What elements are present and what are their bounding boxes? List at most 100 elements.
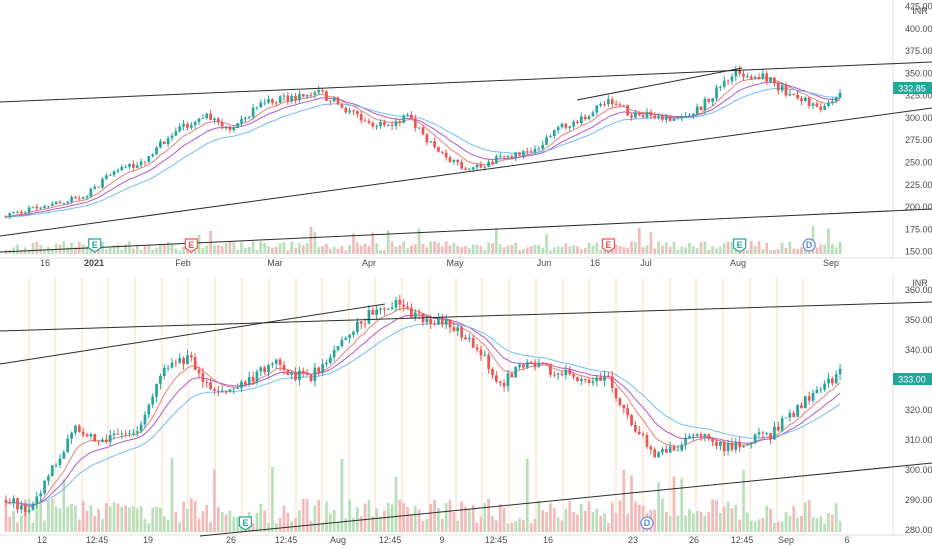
candle[interactable] <box>514 152 518 162</box>
candle[interactable] <box>583 378 587 383</box>
candle[interactable] <box>661 113 664 122</box>
candle[interactable] <box>255 369 259 385</box>
candle[interactable] <box>502 379 506 392</box>
candle[interactable] <box>70 195 73 204</box>
candle[interactable] <box>31 206 35 209</box>
candle[interactable] <box>151 393 155 409</box>
candle[interactable] <box>467 333 471 343</box>
candle[interactable] <box>645 108 649 119</box>
candle[interactable] <box>564 364 568 380</box>
candle[interactable] <box>607 371 610 378</box>
candle[interactable] <box>637 112 641 117</box>
candle[interactable] <box>440 313 444 328</box>
candle[interactable] <box>413 308 417 322</box>
candle[interactable] <box>800 95 803 106</box>
candle[interactable] <box>827 372 830 388</box>
candle[interactable] <box>645 432 649 450</box>
candle[interactable] <box>85 194 89 200</box>
candle[interactable] <box>695 103 699 117</box>
candle[interactable] <box>676 116 680 120</box>
candle[interactable] <box>116 168 120 174</box>
candle[interactable] <box>81 196 85 200</box>
candle[interactable] <box>815 100 819 108</box>
candle[interactable] <box>711 97 714 106</box>
candle[interactable] <box>282 361 286 375</box>
candle[interactable] <box>263 365 267 376</box>
candle[interactable] <box>151 153 155 158</box>
last-price-tag[interactable]: 332.85 <box>893 82 932 94</box>
candle[interactable] <box>4 495 8 507</box>
candle[interactable] <box>317 366 321 377</box>
candle[interactable] <box>487 352 491 374</box>
candle[interactable] <box>753 433 757 445</box>
candle[interactable] <box>796 90 799 100</box>
intraday-chart-pane[interactable]: 280.00290.00300.00310.00320.00330.00340.… <box>0 274 932 545</box>
candle[interactable] <box>560 370 564 377</box>
candle[interactable] <box>47 205 50 209</box>
candle[interactable] <box>375 305 379 321</box>
candle[interactable] <box>197 117 201 126</box>
trendline[interactable] <box>199 462 932 537</box>
candle[interactable] <box>85 432 89 437</box>
candle[interactable] <box>363 117 367 122</box>
candle[interactable] <box>259 365 263 377</box>
candle[interactable] <box>618 397 622 407</box>
candle[interactable] <box>688 433 691 440</box>
candle[interactable] <box>50 465 54 477</box>
candle[interactable] <box>359 320 363 330</box>
candle[interactable] <box>545 362 548 367</box>
candle[interactable] <box>62 449 66 460</box>
candle[interactable] <box>278 357 282 371</box>
candle[interactable] <box>232 125 236 133</box>
candle[interactable] <box>738 436 742 452</box>
candle[interactable] <box>301 94 305 98</box>
candle[interactable] <box>807 97 811 109</box>
candle[interactable] <box>460 325 463 341</box>
candle[interactable] <box>193 353 197 371</box>
candle[interactable] <box>626 104 630 116</box>
candle[interactable] <box>286 370 290 376</box>
candle[interactable] <box>186 121 189 131</box>
candle[interactable] <box>371 307 375 315</box>
candle[interactable] <box>657 451 660 458</box>
candle[interactable] <box>305 369 309 376</box>
candle[interactable] <box>541 140 545 151</box>
trendline[interactable] <box>0 301 932 332</box>
candle[interactable] <box>298 366 301 386</box>
candle[interactable] <box>452 322 456 333</box>
candle[interactable] <box>440 151 444 155</box>
candle[interactable] <box>479 161 483 169</box>
candle[interactable] <box>120 430 124 440</box>
candle[interactable] <box>135 426 139 437</box>
candle[interactable] <box>684 433 687 451</box>
candle[interactable] <box>39 206 43 210</box>
candle[interactable] <box>622 104 626 106</box>
candle[interactable] <box>591 110 595 117</box>
candle[interactable] <box>765 70 769 85</box>
candle[interactable] <box>688 112 691 117</box>
candle[interactable] <box>220 118 224 130</box>
candle[interactable] <box>132 428 135 437</box>
candle[interactable] <box>410 111 413 119</box>
candle[interactable] <box>124 164 127 169</box>
candle[interactable] <box>332 345 336 362</box>
candle[interactable] <box>525 147 529 155</box>
candle[interactable] <box>448 155 452 164</box>
candle[interactable] <box>603 370 606 387</box>
trendline[interactable] <box>576 67 743 101</box>
candle[interactable] <box>780 82 784 93</box>
candle[interactable] <box>274 359 278 370</box>
candle[interactable] <box>711 437 714 447</box>
earnings-badge[interactable]: E <box>601 238 615 253</box>
candle[interactable] <box>788 89 792 97</box>
candle[interactable] <box>653 112 657 120</box>
candle[interactable] <box>112 430 116 440</box>
candle[interactable] <box>599 101 602 108</box>
candle[interactable] <box>425 132 429 146</box>
candle[interactable] <box>630 113 633 121</box>
candle[interactable] <box>637 426 641 435</box>
candle[interactable] <box>290 93 294 104</box>
candle[interactable] <box>352 109 355 116</box>
earnings-badge[interactable]: E <box>88 238 102 253</box>
candle[interactable] <box>197 366 201 378</box>
